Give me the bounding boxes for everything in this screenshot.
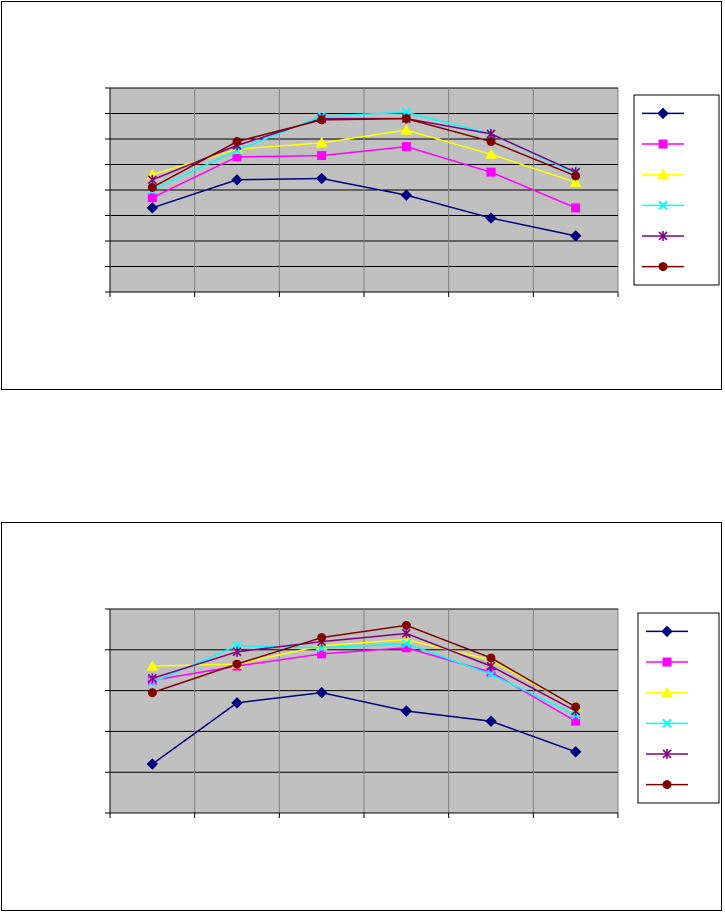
legend-box-1: [633, 94, 720, 286]
legend-marker-1: [657, 107, 669, 120]
legend-marker-3: [657, 168, 669, 180]
series-5-2: [147, 628, 581, 716]
line-chart-2: [105, 608, 720, 818]
data-point-s3-p4: [400, 124, 413, 135]
data-point-s6-p5: [486, 653, 496, 663]
data-point-s1-p6: [569, 230, 582, 242]
legend-marker-2: [662, 657, 672, 667]
data-point-s6-p1: [147, 182, 157, 192]
legend-marker-6: [658, 262, 668, 272]
chart-area-2: [1, 522, 722, 911]
series-line-2: [152, 145, 576, 209]
legend-marker-4: [658, 200, 668, 211]
data-point-s6-p6: [571, 702, 581, 712]
data-point-s6-p3: [317, 115, 327, 125]
series-6-1: [147, 114, 581, 192]
data-point-s5-p1: [147, 673, 157, 684]
series-line-3: [152, 129, 576, 184]
series-line-1: [152, 177, 576, 237]
legend-marker-2: [658, 139, 668, 149]
data-point-s6-p4: [401, 114, 411, 124]
data-point-s2-p1: [147, 193, 157, 203]
data-point-s2-p5: [486, 167, 496, 177]
line-chart-1: [105, 87, 720, 297]
data-point-s6-p2: [232, 659, 242, 669]
data-point-s3-p3: [315, 136, 328, 148]
data-point-s4-p4: [401, 638, 412, 649]
data-point-s3-p6: [569, 176, 582, 187]
data-point-s6-p3: [317, 633, 327, 643]
legend-marker-1: [661, 625, 673, 638]
legend-2: [637, 612, 720, 804]
data-point-s1-p2: [231, 697, 243, 709]
data-point-s1-p6: [569, 746, 582, 758]
data-point-s6-p4: [401, 620, 411, 630]
series-1-1: [146, 172, 582, 242]
series-1-2: [146, 686, 582, 770]
data-point-s6-p5: [486, 137, 496, 147]
data-point-s1-p3: [315, 172, 328, 185]
data-point-s2-p6: [571, 716, 581, 726]
data-point-s1-p3: [315, 686, 328, 699]
data-point-s3-p1: [146, 660, 159, 671]
data-point-s5-p2: [232, 646, 242, 657]
data-point-s2-p3: [317, 151, 327, 161]
legend-marker-4: [662, 718, 672, 729]
legend-box-2: [637, 612, 720, 804]
data-point-s1-p4: [400, 705, 413, 717]
data-point-s1-p5: [485, 715, 497, 727]
series-line-6: [151, 117, 576, 189]
data-point-s5-p5: [486, 661, 496, 672]
data-point-s1-p2: [231, 174, 243, 186]
data-point-s1-p1: [146, 758, 159, 770]
data-point-s6-p2: [232, 137, 242, 147]
data-point-s1-p1: [146, 202, 159, 214]
data-point-s6-p1: [147, 688, 157, 698]
data-point-s5-p4: [401, 628, 411, 639]
legend-marker-5: [662, 748, 672, 759]
data-point-s3-p5: [485, 148, 497, 159]
series-line-3: [152, 638, 577, 708]
data-point-s1-p4: [400, 189, 413, 201]
data-point-s6-p6: [571, 171, 581, 181]
legend-marker-6: [662, 780, 672, 790]
plot-area-2: [105, 608, 619, 818]
data-point-s2-p6: [571, 203, 581, 213]
data-point-s1-p5: [485, 212, 497, 224]
series-6-2: [147, 620, 581, 712]
series-line-1: [151, 691, 576, 765]
series-line-6: [152, 624, 577, 708]
legend-marker-5: [658, 230, 668, 241]
data-point-s2-p4: [401, 142, 411, 152]
legend-marker-3: [661, 686, 673, 698]
series-line-5: [152, 632, 577, 712]
chart-area-1: [1, 1, 722, 390]
data-point-s4-p5: [486, 669, 496, 679]
series-line-4: [152, 642, 576, 716]
legend-1: [633, 94, 720, 286]
